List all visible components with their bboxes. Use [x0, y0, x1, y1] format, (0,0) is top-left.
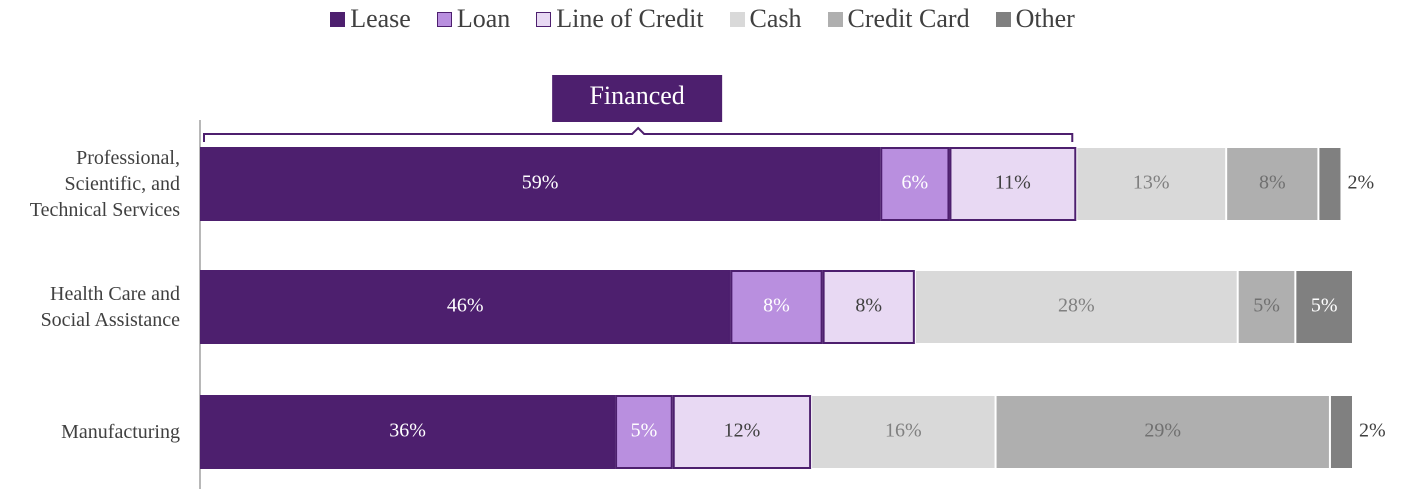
bar-segment [915, 271, 1237, 343]
legend-item: Line of Credit [536, 4, 704, 34]
category-label: Manufacturing [61, 421, 180, 443]
data-label: 13% [1133, 172, 1170, 194]
bar-segment [1330, 396, 1352, 468]
bar-segment [996, 396, 1329, 468]
bar-segment [1296, 271, 1352, 343]
data-label: 8% [1259, 172, 1286, 194]
legend-swatch [995, 11, 1011, 27]
data-label: 59% [522, 172, 559, 194]
data-label: 16% [885, 420, 922, 442]
legend-item: Loan [436, 4, 511, 34]
legend-swatch [436, 11, 452, 27]
data-label: 2% [1359, 420, 1386, 442]
legend-label: Other [1015, 4, 1075, 33]
bar-segment [200, 270, 731, 344]
bar-segment [1227, 148, 1318, 220]
legend-label: Cash [749, 4, 802, 33]
data-label: 11% [995, 172, 1031, 194]
data-label: 6% [902, 172, 929, 194]
bar-segment [1238, 271, 1295, 343]
legend-swatch [536, 11, 552, 27]
legend-swatch [729, 11, 745, 27]
category-label: Health Care and Social Assistance [40, 283, 180, 331]
legend-label: Line of Credit [556, 4, 704, 33]
annotation: Financed [589, 81, 684, 110]
data-label: 5% [1253, 295, 1280, 317]
category-label: Professional, Scientific, and Technical … [29, 147, 180, 221]
legend-label: Credit Card [847, 4, 970, 33]
bar-segment [200, 147, 881, 221]
bracket [203, 126, 1074, 142]
data-label: 36% [389, 420, 426, 442]
bar-segment [880, 147, 950, 221]
data-label: 8% [855, 295, 882, 317]
data-label: 12% [724, 420, 761, 442]
legend-item: Other [995, 4, 1075, 34]
bar-segment [730, 270, 823, 344]
bar-segment [949, 147, 1077, 221]
bar-segment [812, 396, 995, 468]
bar-segment [1319, 148, 1341, 220]
bar-segment [200, 395, 616, 469]
legend-item: Lease [330, 4, 411, 34]
data-label: 46% [447, 295, 484, 317]
legend: Lease Loan Line of Credit Cash Credit Card Ot… [0, 4, 1405, 34]
data-label: 5% [1311, 295, 1338, 317]
data-label: 2% [1347, 172, 1374, 194]
legend-label: Loan [456, 4, 511, 33]
legend-item: Credit Card [827, 4, 970, 34]
data-label: 28% [1058, 295, 1095, 317]
data-label: 29% [1144, 420, 1181, 442]
bar-segment [672, 395, 812, 469]
bar-segment [615, 395, 673, 469]
legend-label: Lease [350, 4, 411, 33]
data-label: 5% [631, 420, 658, 442]
bar-segment [1077, 148, 1226, 220]
legend-swatch [330, 11, 346, 27]
bar-segment [822, 270, 915, 344]
data-label: 8% [763, 295, 790, 317]
annotation-box [552, 75, 723, 122]
legend-item: Cash [729, 4, 802, 34]
legend-swatch [827, 11, 843, 27]
